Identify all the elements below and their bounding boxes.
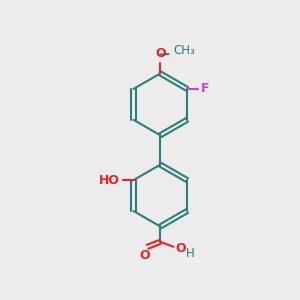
Text: H: H — [186, 247, 195, 260]
Text: O: O — [140, 249, 150, 262]
Text: F: F — [201, 82, 209, 95]
Text: HO: HO — [99, 174, 120, 187]
Text: CH₃: CH₃ — [173, 44, 195, 57]
Text: O: O — [155, 46, 166, 60]
Text: O: O — [176, 242, 186, 255]
